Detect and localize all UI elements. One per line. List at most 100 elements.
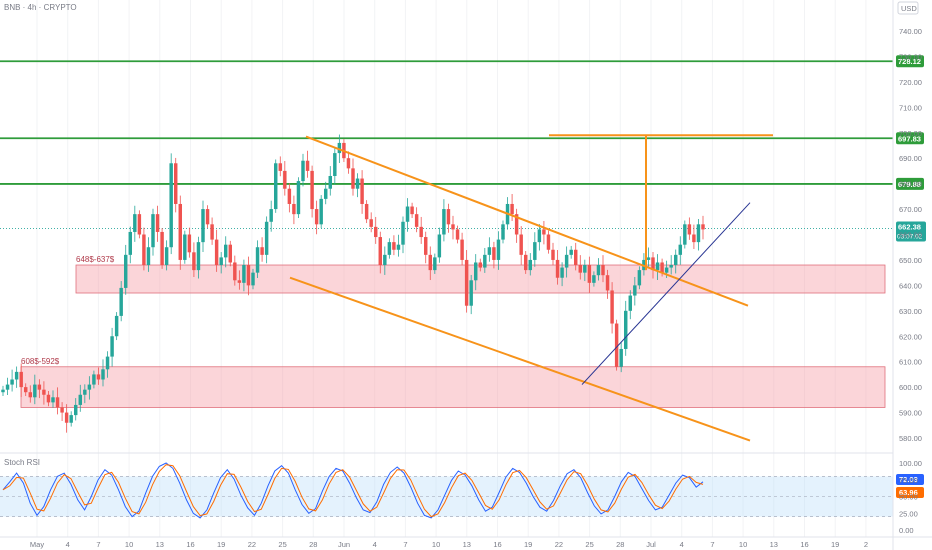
candle-body [301, 160, 305, 182]
time-tick-label: 13 [770, 540, 778, 549]
price-tick-label: 700.00 [899, 129, 922, 138]
candle-body [78, 394, 82, 405]
candle-body [160, 231, 164, 266]
candle-body [169, 163, 173, 248]
candle-body [314, 209, 319, 225]
candle-body [124, 254, 128, 288]
candle-body [528, 259, 532, 271]
candle-body [219, 257, 223, 266]
candle-body [269, 209, 273, 222]
candle-body [114, 315, 119, 337]
candle-body [46, 394, 51, 403]
level-pill [896, 55, 924, 68]
candle-body [251, 272, 255, 286]
candle-body [142, 234, 146, 266]
last-price-label: 662.38 [898, 222, 921, 231]
candle-body [101, 369, 105, 380]
stoch-rsi-label: Stoch RSI [4, 458, 40, 467]
horizontal-levels: 728.12 697.83 679.88 662.38 03:07:02 [0, 55, 926, 242]
channel-lower-line [289, 276, 751, 442]
price-tick-label: 690.00 [899, 154, 922, 163]
time-tick-label: 13 [463, 540, 471, 549]
time-tick-label: Jun [338, 540, 350, 549]
time-tick-label: 16 [493, 540, 501, 549]
candle-body [678, 244, 682, 255]
candle-body [414, 214, 419, 227]
candle-body [133, 214, 137, 232]
candle-body [205, 209, 210, 225]
candle-body [624, 310, 628, 349]
time-tick-label: 22 [248, 540, 256, 549]
candle-body [5, 384, 10, 390]
rsi-value-label: 63.96 [899, 488, 918, 497]
candle-body [524, 254, 528, 271]
candle-body [55, 397, 60, 408]
time-tick-label: 7 [96, 540, 100, 549]
candle-body [337, 142, 342, 154]
candle-body [655, 262, 660, 271]
candle-body [360, 178, 364, 204]
candle-body [424, 237, 428, 255]
time-tick-label: 7 [710, 540, 714, 549]
candle-body [455, 229, 460, 240]
candle-body [1, 389, 5, 393]
candle-body [74, 404, 78, 416]
candle-body [310, 170, 314, 210]
candle-body [110, 336, 114, 357]
stoch-d-line [2, 464, 704, 518]
currency-box[interactable] [897, 1, 919, 15]
price-tick-label: 670.00 [899, 205, 922, 214]
candle-body [469, 280, 473, 306]
stoch-rsi-pane: 72.03 63.96 [0, 462, 924, 519]
time-tick-label: 4 [373, 540, 377, 549]
candle-body [228, 244, 232, 263]
price-tick-label: 660.00 [899, 231, 922, 240]
time-tick-label: 10 [739, 540, 747, 549]
candle-body [178, 203, 182, 260]
candle-body [214, 239, 219, 266]
candle-body [260, 247, 264, 255]
level-label: 728.12 [898, 57, 921, 66]
candle-body [446, 209, 451, 225]
price-tick-label: 600.00 [899, 383, 922, 392]
candle-body [460, 239, 464, 260]
stoch-k-line [2, 462, 704, 519]
candle-body [419, 226, 423, 238]
candle-body [592, 275, 596, 283]
candle-body [683, 224, 687, 245]
price-tick-label: 740.00 [899, 27, 922, 36]
candle-body [324, 188, 328, 199]
candle-body [483, 254, 487, 268]
time-tick-label: 16 [800, 540, 808, 549]
candle-body [255, 247, 260, 273]
candle-body [164, 247, 169, 266]
candle-body [364, 203, 369, 220]
candle-body [264, 221, 269, 255]
candle-body [692, 234, 696, 243]
price-tick-label: 680.00 [899, 180, 922, 189]
candle-body [28, 392, 32, 398]
candle-body [401, 221, 405, 245]
candle-body [519, 234, 523, 255]
candle-body [614, 323, 619, 367]
candle-body [296, 181, 301, 215]
price-tick-label: 610.00 [899, 358, 922, 367]
candle-body [374, 226, 378, 238]
time-tick-label: May [30, 540, 44, 549]
time-tick-label: 10 [125, 540, 133, 549]
candle-body [233, 262, 237, 281]
candle-body [24, 387, 28, 393]
candle-body [583, 265, 587, 273]
candle-body [555, 259, 560, 278]
time-tick-label: 19 [217, 540, 225, 549]
candle-body [633, 285, 637, 296]
candle-body [19, 371, 23, 388]
candle-body [346, 158, 351, 169]
candle-body [83, 389, 87, 395]
candle-body [660, 262, 664, 273]
candle-body [533, 242, 537, 260]
candle-body [492, 247, 496, 260]
symbol-title: BNB · 4h · CRYPTO [4, 3, 77, 12]
